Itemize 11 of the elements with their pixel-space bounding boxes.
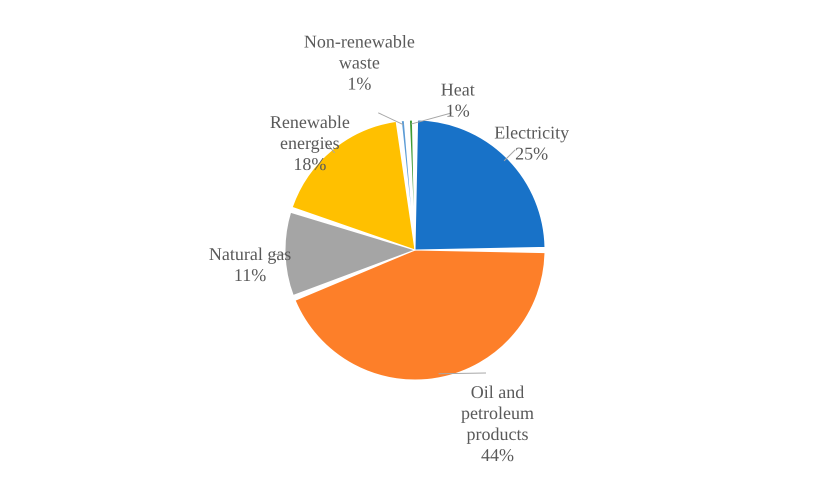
data-label: 44% xyxy=(481,444,514,465)
data-label: 1% xyxy=(347,73,372,94)
slice-label: Non-renewable waste xyxy=(304,31,415,72)
data-label: 1% xyxy=(446,100,470,121)
data-label: 25% xyxy=(515,143,548,164)
data-label: 11% xyxy=(234,265,266,286)
slice-label: Electricity xyxy=(494,122,570,142)
slice-label: Renewable energies xyxy=(270,112,350,153)
slice-label: Oil and petroleum products xyxy=(461,382,534,444)
slice-label: Natural gas xyxy=(208,244,292,264)
slice-label: Heat xyxy=(440,80,475,100)
